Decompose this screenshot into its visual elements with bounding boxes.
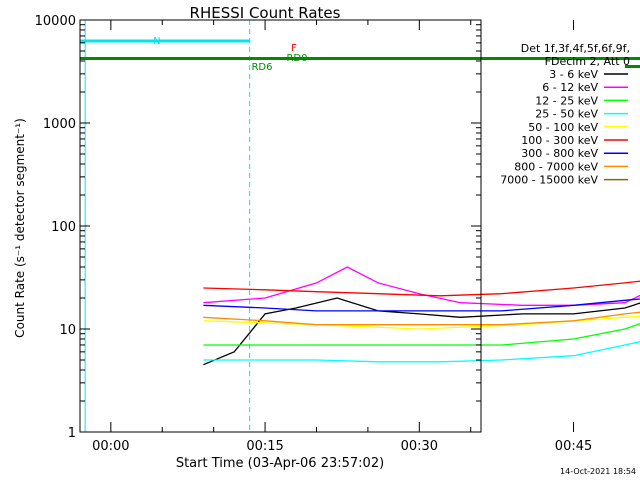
y-tick-label-2: 100 xyxy=(51,220,76,235)
x-axis-label: Start Time (03-Apr-06 23:57:02) xyxy=(176,456,384,471)
legend-label-5: 100 - 300 keV xyxy=(521,134,598,147)
legend-label-8: 7000 - 15000 keV xyxy=(500,174,598,187)
y-tick-label-0: 1 xyxy=(68,426,76,441)
series-line-7 xyxy=(203,311,640,326)
x-tick-label-1: 00:15 xyxy=(246,439,283,454)
series-line-0 xyxy=(203,297,640,366)
y-tick-label-4: 10000 xyxy=(35,14,76,29)
legend-label-4: 50 - 100 keV xyxy=(528,121,598,134)
x-tick-label-0: 00:00 xyxy=(92,439,129,454)
x-tick-label-3: 00:45 xyxy=(555,439,592,454)
state-label-rd0: RD0 xyxy=(286,53,307,64)
series-line-3 xyxy=(203,341,640,363)
series-line-1 xyxy=(203,266,640,306)
legend-label-1: 6 - 12 keV xyxy=(542,81,598,94)
axis-frame xyxy=(79,19,482,433)
series-line-2 xyxy=(203,323,640,346)
series-line-5 xyxy=(203,280,640,297)
state-label-night: N xyxy=(153,36,160,47)
state-label-flare: F xyxy=(291,43,297,54)
axes: 11010010001000000:0000:1500:3000:4501:00… xyxy=(35,14,593,454)
legend-label-2: 12 - 25 keV xyxy=(535,94,598,107)
y-tick-label-1: 10 xyxy=(59,323,76,338)
series-line-4 xyxy=(203,315,640,330)
legend-label-3: 25 - 50 keV xyxy=(535,108,598,121)
series-line-6 xyxy=(203,298,640,312)
legend: Det 1f,3f,4f,5f,6f,9f, FDecim 2, Att 0 3… xyxy=(500,42,630,187)
chart-title: RHESSI Count Rates xyxy=(190,4,341,22)
legend-header-line-2: FDecim 2, Att 0 xyxy=(545,55,630,68)
y-axis-label: Count Rate (s⁻¹ detector segment⁻¹) xyxy=(13,118,27,338)
state-label-rd6: RD6 xyxy=(251,62,272,73)
y-tick-label-3: 1000 xyxy=(43,117,76,132)
legend-label-0: 3 - 6 keV xyxy=(549,68,598,81)
legend-header-line-1: Det 1f,3f,4f,5f,6f,9f, xyxy=(521,42,630,55)
timestamp: 14-Oct-2021 18:54 xyxy=(560,467,636,476)
legend-label-6: 300 - 800 keV xyxy=(521,147,598,160)
x-tick-label-2: 00:30 xyxy=(401,439,438,454)
legend-label-7: 800 - 7000 keV xyxy=(514,160,598,173)
